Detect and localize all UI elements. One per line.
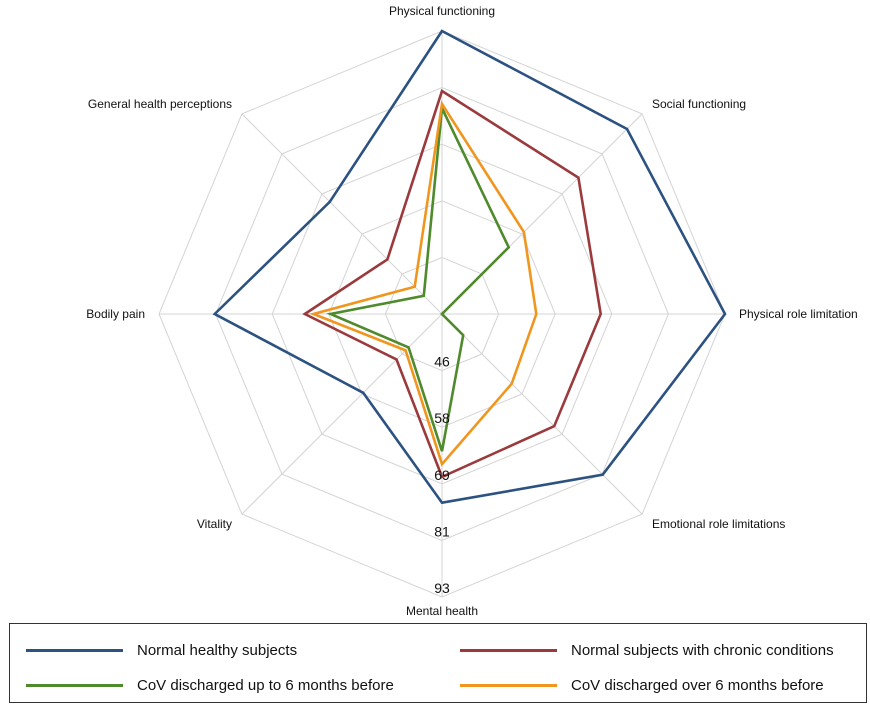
legend-label-cov-up-to-6: CoV discharged up to 6 months before — [137, 676, 394, 694]
legend-item-chronic: Normal subjects with chronic conditions — [460, 640, 834, 660]
axis-spoke — [441, 313, 643, 515]
legend-swatch-normal-healthy — [26, 648, 123, 652]
axis-labels: Physical functioning Social functioning Ph… — [86, 4, 857, 618]
axis-label: General health perceptions — [88, 97, 232, 111]
axis-label: Mental health — [406, 604, 478, 618]
tick-label: 81 — [434, 523, 450, 539]
radar-chart: 46 58 69 81 93 Physical functioning Social fu… — [86, 4, 857, 618]
series-line-1 — [302, 89, 603, 479]
axis-label: Physical role limitation — [739, 307, 858, 321]
legend-label-normal-healthy: Normal healthy subjects — [137, 641, 298, 659]
legend-swatch-cov-up-to-6 — [26, 683, 123, 687]
series-line-0 — [212, 29, 727, 505]
axis-label: Physical functioning — [389, 4, 495, 18]
axis-spoke — [241, 113, 443, 315]
legend-label-chronic: Normal subjects with chronic conditions — [571, 641, 834, 659]
axis-label: Emotional role limitations — [652, 517, 785, 531]
axis-label: Bodily pain — [86, 307, 145, 321]
legend-swatch-cov-over-6 — [460, 683, 557, 687]
series-line-2 — [326, 103, 511, 452]
tick-label: 58 — [434, 410, 450, 426]
series-line-3 — [309, 100, 538, 467]
axis-label: Social functioning — [652, 97, 746, 111]
legend-swatch-chronic — [460, 648, 557, 652]
tick-labels: 46 58 69 81 93 — [434, 354, 450, 596]
series-layer — [212, 29, 727, 505]
legend-label-cov-over-6: CoV discharged over 6 months before — [571, 676, 824, 694]
legend-item-normal-healthy: Normal healthy subjects — [26, 640, 297, 660]
tick-label: 69 — [434, 467, 450, 483]
axis-label: Vitality — [197, 517, 232, 531]
legend: Normal healthy subjects Normal subjects … — [9, 623, 867, 703]
tick-label: 46 — [434, 354, 450, 370]
legend-item-cov-up-to-6: CoV discharged up to 6 months before — [26, 675, 394, 695]
tick-label: 93 — [434, 580, 450, 596]
legend-item-cov-over-6: CoV discharged over 6 months before — [460, 675, 824, 695]
